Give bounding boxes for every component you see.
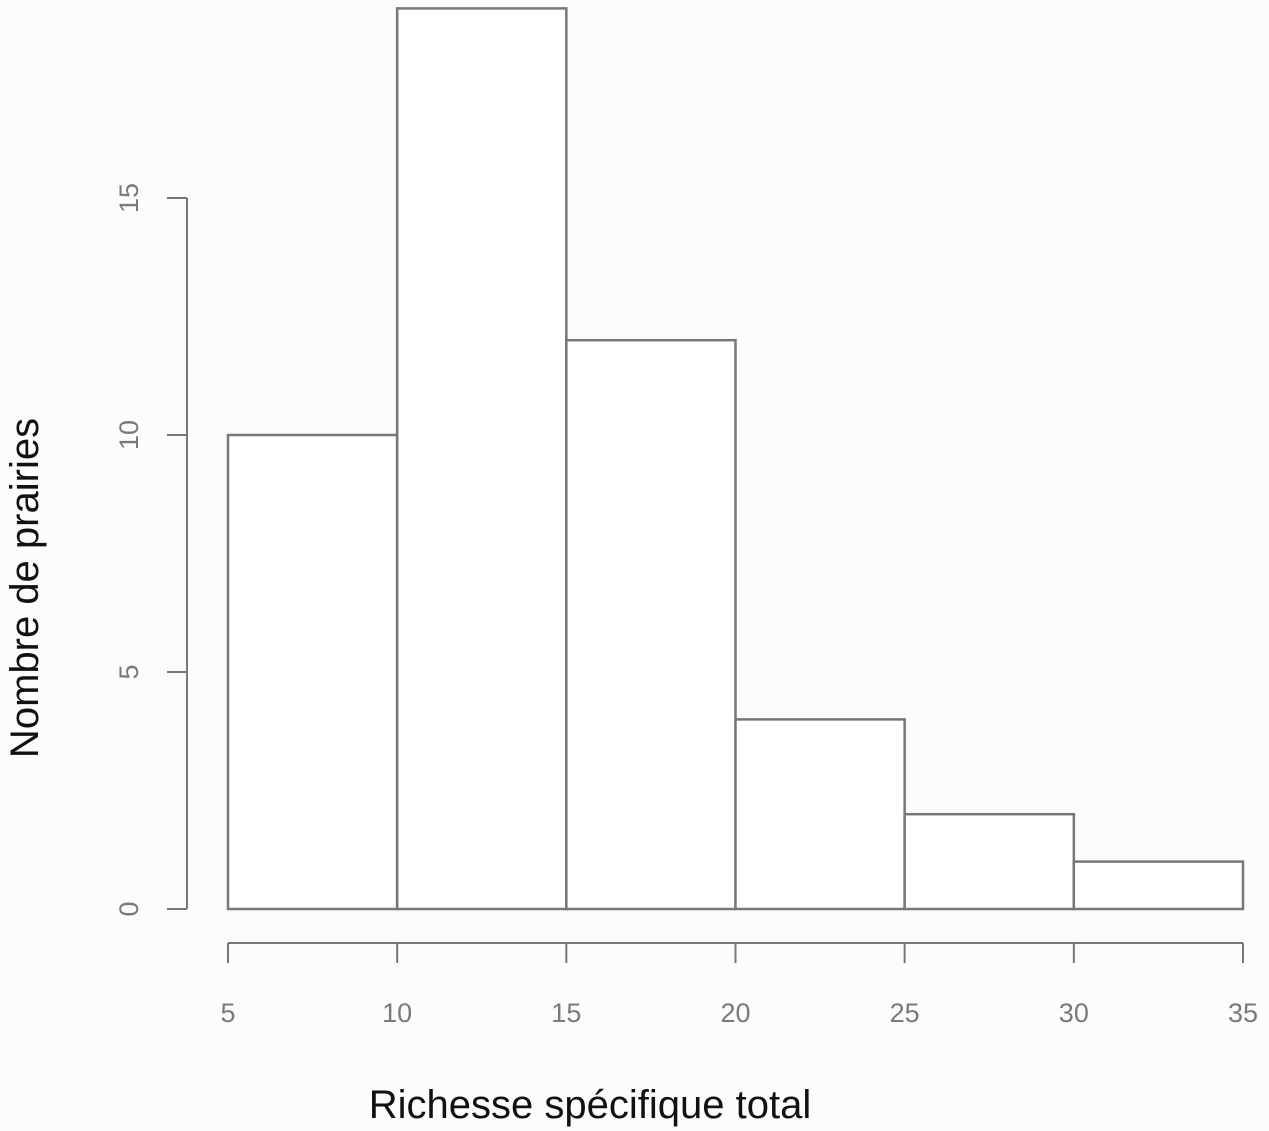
x-tick-label: 5 — [220, 998, 235, 1028]
x-tick-label: 25 — [890, 998, 920, 1028]
y-axis-label: Nombre de prairies — [3, 418, 47, 758]
x-tick-label: 10 — [382, 998, 412, 1028]
x-axis: 5 10 15 20 25 30 35 — [220, 942, 1258, 1028]
histogram-bar-3 — [565, 338, 737, 911]
x-axis-label: Richesse spécifique total — [369, 1083, 811, 1127]
y-tick-label: 5 — [114, 664, 144, 679]
y-tick-label: 15 — [114, 183, 144, 213]
histogram-bar-5 — [903, 812, 1076, 911]
histogram-bar-4 — [734, 718, 906, 911]
y-axis: 0 5 10 15 — [114, 183, 188, 917]
bars-layer — [226, 7, 1245, 911]
x-tick-label: 15 — [551, 998, 581, 1028]
x-tick-label: 30 — [1059, 998, 1089, 1028]
histogram-bar-2 — [395, 7, 568, 911]
x-tick-label: 20 — [720, 998, 750, 1028]
x-tick-label: 35 — [1228, 998, 1258, 1028]
y-tick-label: 0 — [114, 901, 144, 916]
histogram-bar-6 — [1072, 860, 1245, 911]
histogram-bar-1 — [226, 433, 399, 911]
y-tick-label: 10 — [114, 420, 144, 450]
